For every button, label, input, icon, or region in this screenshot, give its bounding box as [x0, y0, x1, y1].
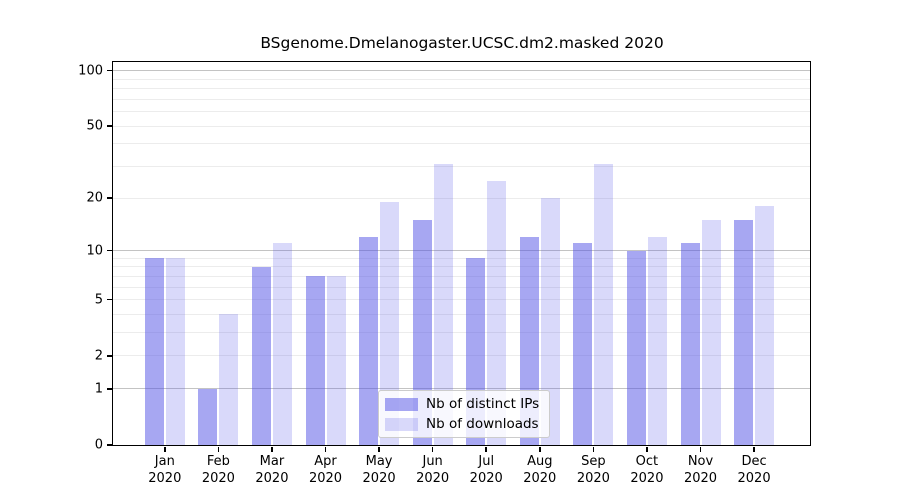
x-tick-label-feb-2020: Feb 2020 [201, 454, 235, 486]
bar-downloads-nov-2020 [701, 220, 721, 445]
x-tick-label-dec-2020: Dec 2020 [737, 454, 771, 486]
x-tick-oct-2020 [646, 446, 648, 452]
gridline-major-1 [113, 388, 810, 390]
y-tick-label-100: 100 [78, 63, 103, 79]
bar-downloads-sep-2020 [594, 163, 614, 445]
x-tick-label-may-2020: May 2020 [362, 454, 396, 486]
x-tick-label-jun-2020: Jun 2020 [416, 454, 450, 486]
bar-downloads-aug-2020 [540, 198, 560, 445]
x-tick-label-apr-2020: Apr 2020 [308, 454, 343, 486]
y-tick-20 [106, 197, 112, 199]
bar-downloads-dec-2020 [755, 206, 775, 445]
gridline-major-10 [113, 250, 810, 252]
bar-ips-may-2020 [359, 236, 379, 445]
x-tick-label-sep-2020: Sep 2020 [576, 454, 610, 486]
y-tick-label-2: 2 [94, 348, 103, 364]
bar-downloads-may-2020 [380, 202, 400, 445]
bar-downloads-jun-2020 [433, 163, 453, 445]
y-tick-5 [106, 298, 112, 301]
y-tick-0 [106, 444, 112, 446]
bar-downloads-jul-2020 [487, 180, 507, 445]
x-tick-sep-2020 [592, 446, 595, 452]
bar-downloads-oct-2020 [647, 236, 667, 445]
x-tick-jan-2020 [164, 446, 166, 452]
bar-ips-apr-2020 [305, 276, 325, 445]
bar-downloads-feb-2020 [219, 314, 239, 445]
bar-ips-jun-2020 [412, 220, 432, 445]
gridline-minor-7 [113, 275, 810, 277]
bar-ips-nov-2020 [680, 243, 700, 445]
x-tick-jul-2020 [485, 446, 487, 452]
legend-row-downloads: Nb of downloads [385, 416, 539, 432]
gridline-minor-70 [113, 98, 810, 100]
y-tick-label-10: 10 [86, 243, 103, 259]
legend-row-distinct-ips: Nb of distinct IPs [385, 396, 539, 412]
gridline-major-100 [113, 70, 810, 72]
gridline-minor-50 [113, 125, 810, 127]
x-tick-label-nov-2020: Nov 2020 [683, 454, 718, 486]
gridline-minor-4 [113, 313, 810, 315]
gridline-minor-9 [113, 257, 810, 259]
x-tick-label-oct-2020: Oct 2020 [630, 454, 664, 486]
legend-swatch-downloads [385, 417, 418, 431]
x-tick-label-jan-2020: Jan 2020 [148, 454, 182, 486]
bar-downloads-mar-2020 [272, 243, 292, 445]
y-tick-1 [106, 388, 112, 390]
y-tick-10 [106, 249, 112, 252]
bar-ips-dec-2020 [734, 220, 754, 445]
y-tick-label-1: 1 [94, 381, 103, 397]
bar-ips-sep-2020 [573, 243, 593, 445]
gridline-minor-2 [113, 355, 810, 357]
bar-downloads-apr-2020 [326, 276, 346, 445]
gridline-minor-60 [113, 111, 810, 113]
gridline-minor-30 [113, 166, 810, 168]
gridline-minor-90 [113, 78, 810, 80]
y-tick-100 [106, 69, 112, 72]
gridline-minor-5 [113, 299, 810, 301]
x-tick-jun-2020 [431, 446, 434, 452]
x-tick-label-jul-2020: Jul 2020 [469, 454, 503, 486]
y-tick-label-0: 0 [94, 437, 103, 453]
x-tick-label-mar-2020: Mar 2020 [255, 454, 289, 486]
y-tick-50 [106, 125, 112, 127]
x-tick-may-2020 [378, 446, 380, 452]
gridline-minor-40 [113, 143, 810, 145]
bar-ips-jan-2020 [144, 258, 164, 445]
x-tick-dec-2020 [753, 446, 755, 452]
x-tick-label-aug-2020: Aug 2020 [523, 454, 557, 486]
chart-legend: Nb of distinct IPs Nb of downloads [378, 390, 551, 438]
y-tick-label-5: 5 [94, 292, 103, 308]
bar-downloads-jan-2020 [165, 258, 185, 445]
gridline-minor-3 [113, 332, 810, 334]
bar-ips-oct-2020 [626, 250, 646, 445]
gridline-minor-20 [113, 197, 810, 199]
y-tick-label-20: 20 [86, 190, 103, 206]
chart-title: BSgenome.Dmelanogaster.UCSC.dm2.masked 2… [260, 34, 664, 52]
legend-swatch-distinct-ips [385, 397, 418, 411]
legend-label-downloads: Nb of downloads [426, 416, 539, 432]
gridline-minor-80 [113, 88, 810, 90]
gridline-minor-6 [113, 286, 810, 288]
bar-ips-feb-2020 [198, 388, 218, 445]
y-tick-label-50: 50 [86, 118, 103, 134]
gridline-minor-8 [113, 266, 810, 268]
y-tick-2 [106, 355, 112, 357]
x-tick-mar-2020 [271, 446, 273, 452]
legend-label-distinct-ips: Nb of distinct IPs [426, 396, 540, 412]
x-tick-feb-2020 [217, 446, 220, 452]
x-tick-apr-2020 [324, 446, 327, 452]
x-tick-nov-2020 [699, 446, 702, 452]
bar-ips-mar-2020 [251, 266, 271, 445]
x-tick-aug-2020 [539, 446, 541, 452]
